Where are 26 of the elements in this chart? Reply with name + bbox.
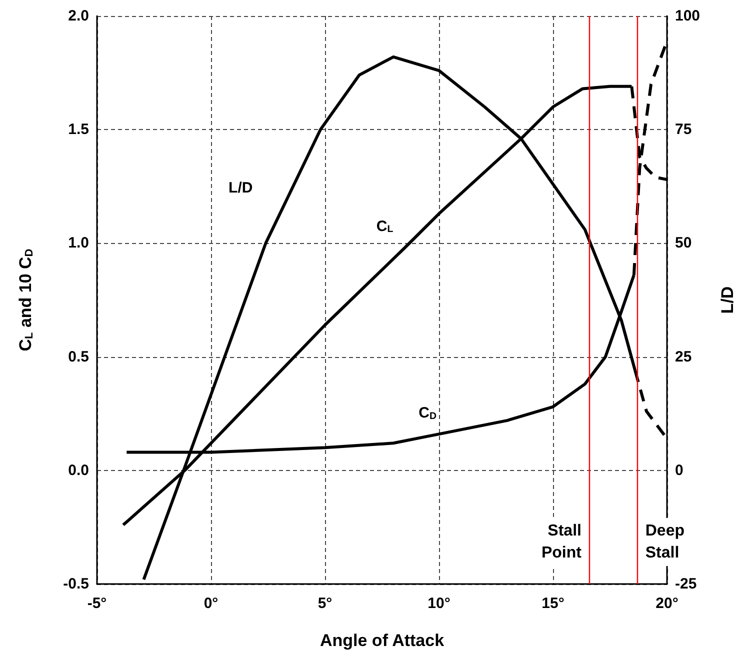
- y-tick-label: 0.5: [68, 348, 89, 366]
- y2-tick-label: -25: [675, 576, 697, 592]
- x-axis-title: Angle of Attack: [320, 631, 445, 650]
- y2-tick-label: 100: [675, 8, 700, 24]
- series-label: CD: [418, 404, 437, 422]
- y-tick-label: 1.0: [68, 234, 89, 252]
- y-tick-label: 0.0: [68, 462, 89, 479]
- y2-tick-label: 50: [675, 234, 692, 252]
- y2-tick-label: 0: [675, 462, 684, 479]
- x-tick-label: 0°: [204, 595, 218, 612]
- text: L/D: [228, 180, 253, 197]
- y2-tick-label: 25: [675, 348, 692, 366]
- x-tick-label: 5°: [318, 595, 332, 612]
- x-tick-label: -5°: [87, 595, 107, 612]
- x-tick-label: 20°: [656, 595, 678, 612]
- y-tick-label: 1.5: [68, 121, 89, 138]
- series-label: CL: [376, 218, 394, 236]
- x-tick-label: 10°: [428, 595, 450, 612]
- ref-line-label: Deep Stall: [645, 522, 685, 562]
- ref-line-label: Stall Point: [541, 522, 582, 562]
- x-tick-label: 15°: [542, 595, 564, 612]
- y-tick-label: -0.5: [63, 576, 89, 592]
- y-axis-title: CL and 10 CD: [16, 248, 36, 352]
- y2-axis-title: L/D: [718, 286, 737, 314]
- y2-tick-label: 75: [675, 121, 692, 138]
- y-tick-label: 2.0: [68, 8, 89, 24]
